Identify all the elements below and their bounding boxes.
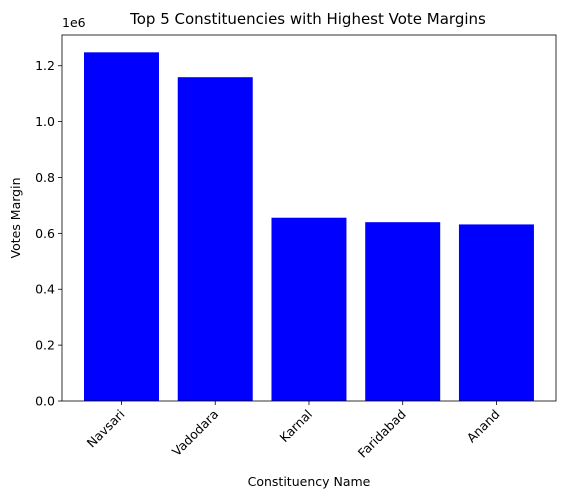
y-tick-label: 0.6: [35, 226, 55, 241]
y-tick-label: 0.2: [35, 338, 55, 353]
bar-faridabad: [365, 222, 441, 401]
bar-anand: [458, 224, 534, 401]
chart-title: Top 5 Constituencies with Highest Vote M…: [129, 10, 486, 28]
x-tick-label: Anand: [464, 407, 503, 446]
x-axis-label: Constituency Name: [248, 474, 371, 489]
plot-frame: [61, 34, 557, 402]
bar-karnal: [271, 217, 347, 401]
y-axis-offset-label: 1e6: [62, 15, 86, 30]
bar-navsari: [84, 52, 159, 401]
y-tick-label: 0.0: [35, 394, 55, 409]
bar-vadodara: [177, 77, 253, 401]
y-tick-label: 0.4: [35, 282, 55, 297]
x-tick-label: Navsari: [84, 407, 128, 451]
y-tick-label: 1.0: [35, 114, 55, 129]
y-tick-label: 0.8: [35, 170, 55, 185]
bars-group: [84, 52, 534, 401]
y-axis-label: Votes Margin: [8, 178, 23, 259]
x-tick-label: Karnal: [276, 407, 315, 446]
x-tick-label: Vadodara: [169, 407, 221, 459]
x-tick-label: Faridabad: [355, 407, 409, 461]
y-tick-label: 1.2: [35, 58, 55, 73]
y-axis-ticks: 0.0 0.2 0.4 0.6 0.8 1.0 1.2: [35, 58, 62, 409]
x-axis-ticks: Navsari Vadodara Karnal Faridabad Anand: [84, 401, 503, 461]
